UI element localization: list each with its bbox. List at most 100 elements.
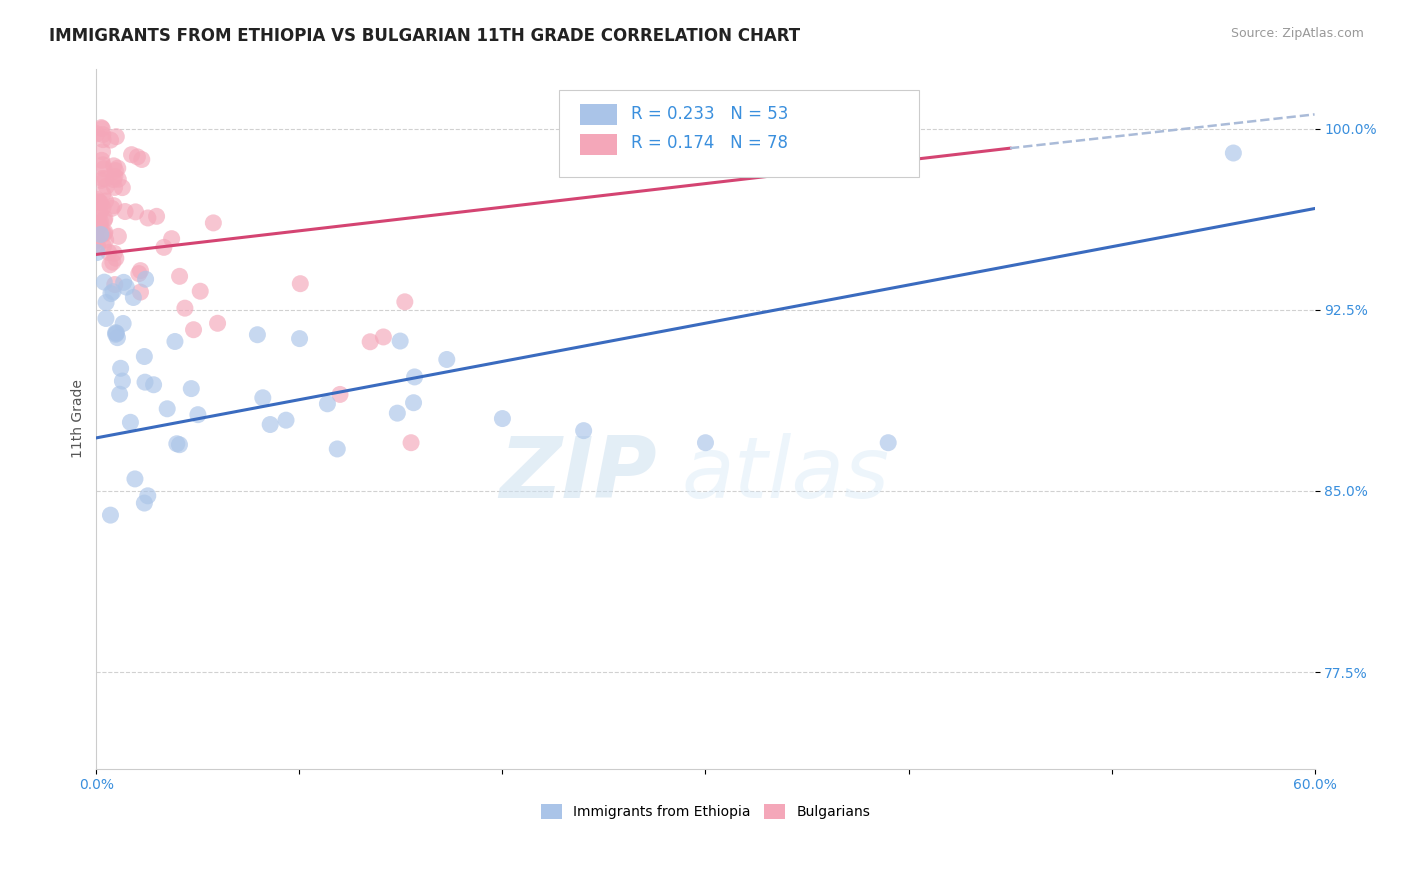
Point (94, 311, 117, 326)
Point (259, 417, 281, 432)
Point (134, 375, 156, 389)
Point (142, 377, 165, 392)
Point (103, 159, 125, 173)
Text: Source: ZipAtlas.com: Source: ZipAtlas.com (1230, 27, 1364, 40)
Text: IMMIGRANTS FROM ETHIOPIA VS BULGARIAN 11TH GRADE CORRELATION CHART: IMMIGRANTS FROM ETHIOPIA VS BULGARIAN 11… (49, 27, 800, 45)
Point (93, 239, 115, 253)
Point (169, 269, 191, 284)
Point (93, 161, 115, 176)
Point (329, 387, 352, 401)
Point (163, 334, 186, 349)
Point (127, 150, 149, 164)
Point (86, 192, 108, 206)
Point (93, 227, 115, 241)
Point (86, 238, 108, 252)
Point (877, 435, 900, 450)
Point (1222, 146, 1244, 161)
Point (91, 171, 114, 186)
Point (97, 245, 120, 260)
Point (104, 277, 127, 292)
Point (129, 285, 152, 299)
Point (290, 277, 312, 291)
FancyBboxPatch shape (560, 89, 918, 177)
Point (91, 158, 114, 172)
Point (93, 275, 115, 289)
Text: R = 0.174   N = 78: R = 0.174 N = 78 (631, 135, 789, 153)
Point (86, 245, 108, 260)
Point (326, 442, 349, 456)
Point (174, 301, 197, 315)
Point (100, 286, 122, 301)
Point (120, 415, 142, 429)
Point (180, 382, 202, 396)
Point (252, 391, 274, 405)
Point (121, 147, 143, 161)
Point (156, 401, 179, 416)
Point (104, 252, 127, 266)
Point (134, 350, 156, 364)
Point (89, 195, 111, 210)
Point (115, 280, 138, 294)
Point (90, 153, 112, 168)
Point (394, 294, 416, 309)
Point (145, 210, 167, 224)
Point (373, 330, 395, 344)
Text: R = 0.233   N = 53: R = 0.233 N = 53 (631, 105, 789, 123)
Point (91, 121, 114, 136)
Point (105, 129, 128, 144)
Point (402, 395, 425, 409)
Point (136, 211, 159, 225)
Point (104, 169, 127, 184)
Point (316, 397, 339, 411)
Point (105, 326, 128, 341)
Text: ZIP: ZIP (499, 434, 657, 516)
Point (103, 172, 125, 186)
Point (91, 201, 114, 215)
Point (94, 171, 117, 186)
Point (112, 317, 135, 331)
Point (90, 215, 112, 229)
Point (107, 229, 129, 244)
Point (89, 194, 111, 209)
Point (89, 217, 111, 231)
Point (207, 316, 229, 330)
Point (89, 206, 111, 220)
Point (103, 246, 125, 260)
Point (96, 179, 118, 194)
Point (160, 232, 183, 246)
Point (187, 408, 209, 422)
Point (86, 233, 108, 247)
Point (91, 133, 114, 147)
Point (274, 413, 297, 427)
Point (90, 227, 112, 242)
Point (188, 284, 211, 298)
Point (166, 436, 188, 450)
Point (169, 438, 191, 452)
Point (94, 225, 117, 239)
Point (107, 331, 129, 345)
Point (404, 370, 426, 384)
FancyBboxPatch shape (581, 134, 617, 154)
Legend: Immigrants from Ethiopia, Bulgarians: Immigrants from Ethiopia, Bulgarians (536, 798, 876, 825)
Point (91, 227, 114, 241)
Point (128, 267, 150, 281)
Point (94, 194, 117, 208)
Point (87, 206, 110, 220)
Point (111, 180, 134, 194)
Point (124, 205, 146, 219)
Point (183, 323, 205, 337)
Point (86, 127, 108, 141)
Point (91, 145, 114, 159)
Point (111, 374, 134, 388)
Point (112, 276, 135, 290)
FancyBboxPatch shape (581, 104, 617, 125)
Point (107, 172, 129, 186)
Point (91, 128, 114, 142)
Point (90, 173, 112, 187)
Point (104, 163, 127, 178)
Point (572, 424, 595, 438)
Point (136, 489, 159, 503)
Point (104, 180, 127, 194)
Point (100, 508, 122, 522)
Point (108, 387, 131, 401)
